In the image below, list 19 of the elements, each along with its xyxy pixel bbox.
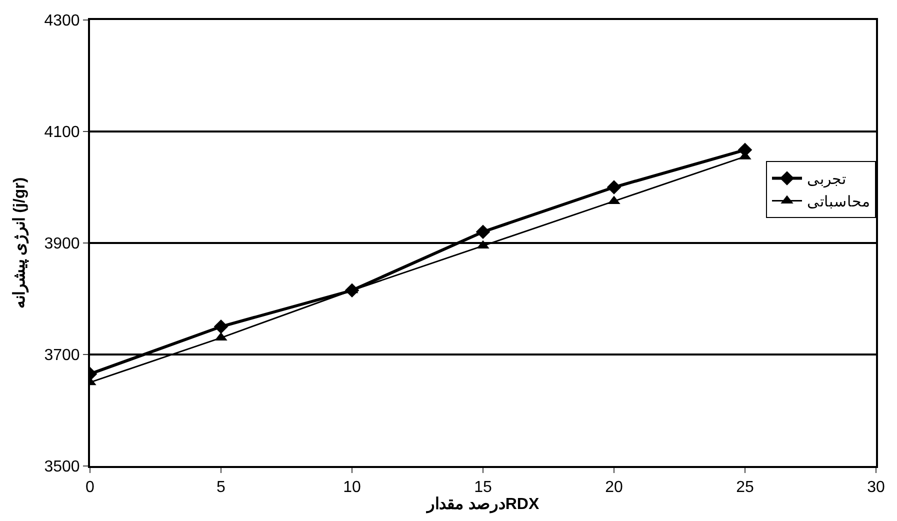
y-tick-label: 3900 <box>44 236 80 253</box>
x-tick-label: 0 <box>86 479 95 496</box>
x-tick-label: 10 <box>343 479 361 496</box>
point <box>476 224 490 239</box>
y-tick-label: 3500 <box>44 458 80 476</box>
x-tick-label: 5 <box>216 479 226 496</box>
x-tick-label: 25 <box>736 479 754 496</box>
y-axis-title: انرژی پیشرانه (j/gr) <box>12 177 30 309</box>
legend-label: محاسباتی <box>807 194 870 211</box>
point <box>214 319 228 334</box>
y-tick-label: 4300 <box>44 12 80 30</box>
y-tick-label: 4100 <box>44 124 80 142</box>
y-tick-label: 3700 <box>44 347 80 364</box>
x-tick-label: 20 <box>605 479 623 496</box>
point <box>606 180 622 194</box>
legend-label: تجربی <box>807 171 846 188</box>
x-axis-title: درصد مقدارRDX <box>426 496 540 514</box>
x-tick-label: 15 <box>474 479 492 496</box>
x-tick-label: 30 <box>867 479 885 496</box>
